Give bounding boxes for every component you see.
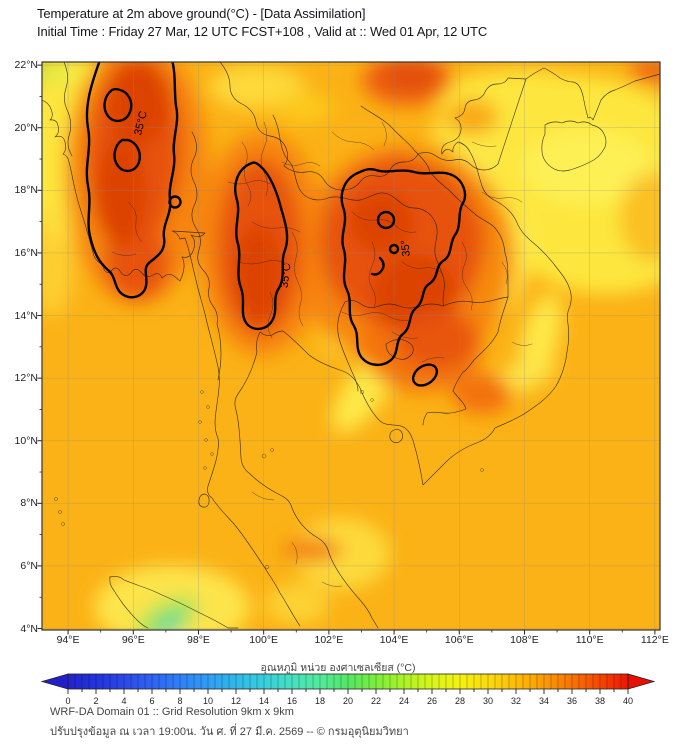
contour-label-35c-2: 35°C <box>279 263 294 289</box>
colorbar-tick-label: 24 <box>398 696 409 706</box>
colorbar-tick-label: 10 <box>202 696 213 706</box>
colorbar-tick-label: 8 <box>177 696 183 706</box>
temperature-map-canvas: 35°C 35°C 35° <box>37 61 661 635</box>
lat-tick-label: 6°N <box>20 559 38 572</box>
colorbar-tick-label: 22 <box>370 696 381 706</box>
colorbar-tick-label: 30 <box>482 696 493 706</box>
footer-update-info: ปรับปรุงข้อมูล ณ เวลา 19:00น. วัน ศ. ที่… <box>50 726 409 738</box>
lat-tick-label: 20°N <box>14 121 38 134</box>
lon-tick-label: 102°E <box>314 634 344 646</box>
lon-tick-label: 110°E <box>575 634 604 646</box>
lon-tick-label: 108°E <box>510 634 539 646</box>
page-subtitle: Initial Time : Friday 27 Mar, 12 UTC FCS… <box>37 24 488 39</box>
lat-tick-label: 12°N <box>14 372 38 385</box>
lat-tick-label: 22°N <box>14 59 38 72</box>
lon-tick-label: 94°E <box>56 634 80 646</box>
lat-tick-label: 16°N <box>14 246 38 259</box>
page-title: Temperature at 2m above ground(°C) - [Da… <box>37 6 366 21</box>
lat-tick-label: 18°N <box>14 184 38 197</box>
lon-tick-label: 98°E <box>187 634 210 646</box>
temperature-colorbar <box>40 673 656 694</box>
colorbar-tick-label: 32 <box>510 696 521 706</box>
colorbar-tick-label: 36 <box>566 696 577 706</box>
colorbar-tick-label: 20 <box>342 696 353 706</box>
graticule-grid <box>42 62 660 630</box>
lat-tick-label: 8°N <box>20 497 38 510</box>
lon-tick-label: 112°E <box>640 634 669 646</box>
contour-labels: 35°C 35°C 35° <box>132 110 412 289</box>
lat-tick-label: 4°N <box>20 622 38 635</box>
lat-tick-label: 10°N <box>14 434 38 447</box>
colorbar-tick-label: 0 <box>65 696 71 706</box>
colorbar-title: อุณหภูมิ หน่วย องศาเซลเซียส (°C) <box>260 662 416 674</box>
lon-tick-label: 106°E <box>444 634 474 646</box>
temperature-field <box>42 62 660 630</box>
colorbar-tick-label: 16 <box>286 696 297 706</box>
lon-tick-label: 96°E <box>121 634 145 646</box>
colorbar-tick-label: 14 <box>258 696 269 706</box>
footer-domain-info: WRF-DA Domain 01 :: Grid Resolution 9km … <box>50 706 294 718</box>
axis-ticks <box>37 64 656 635</box>
lon-tick-label: 104°E <box>379 634 409 646</box>
colorbar-tick-label: 40 <box>622 696 633 706</box>
province-borders <box>54 121 533 587</box>
colorbar-tick-label: 26 <box>426 696 437 706</box>
colorbar-tick-label: 38 <box>594 696 605 706</box>
coastline-borders <box>42 62 660 629</box>
colorbar-tick-label: 6 <box>149 696 155 706</box>
colorbar-tick-label: 2 <box>93 696 99 706</box>
contour-35c-lines <box>85 62 467 387</box>
colorbar-tick-label: 4 <box>121 696 127 706</box>
colorbar-tick-label: 28 <box>454 696 465 706</box>
colorbar-tick-label: 18 <box>314 696 325 706</box>
contour-label-35c-1: 35°C <box>132 110 150 137</box>
lat-tick-label: 14°N <box>14 309 38 322</box>
colorbar-tick-label: 34 <box>538 696 549 706</box>
colorbar-tick-label: 12 <box>230 696 241 706</box>
map-area: 35°C 35°C 35° <box>37 61 661 635</box>
map-frame <box>41 61 661 631</box>
lon-tick-label: 100°E <box>249 634 279 646</box>
contour-label-35c-3: 35° <box>399 239 412 257</box>
